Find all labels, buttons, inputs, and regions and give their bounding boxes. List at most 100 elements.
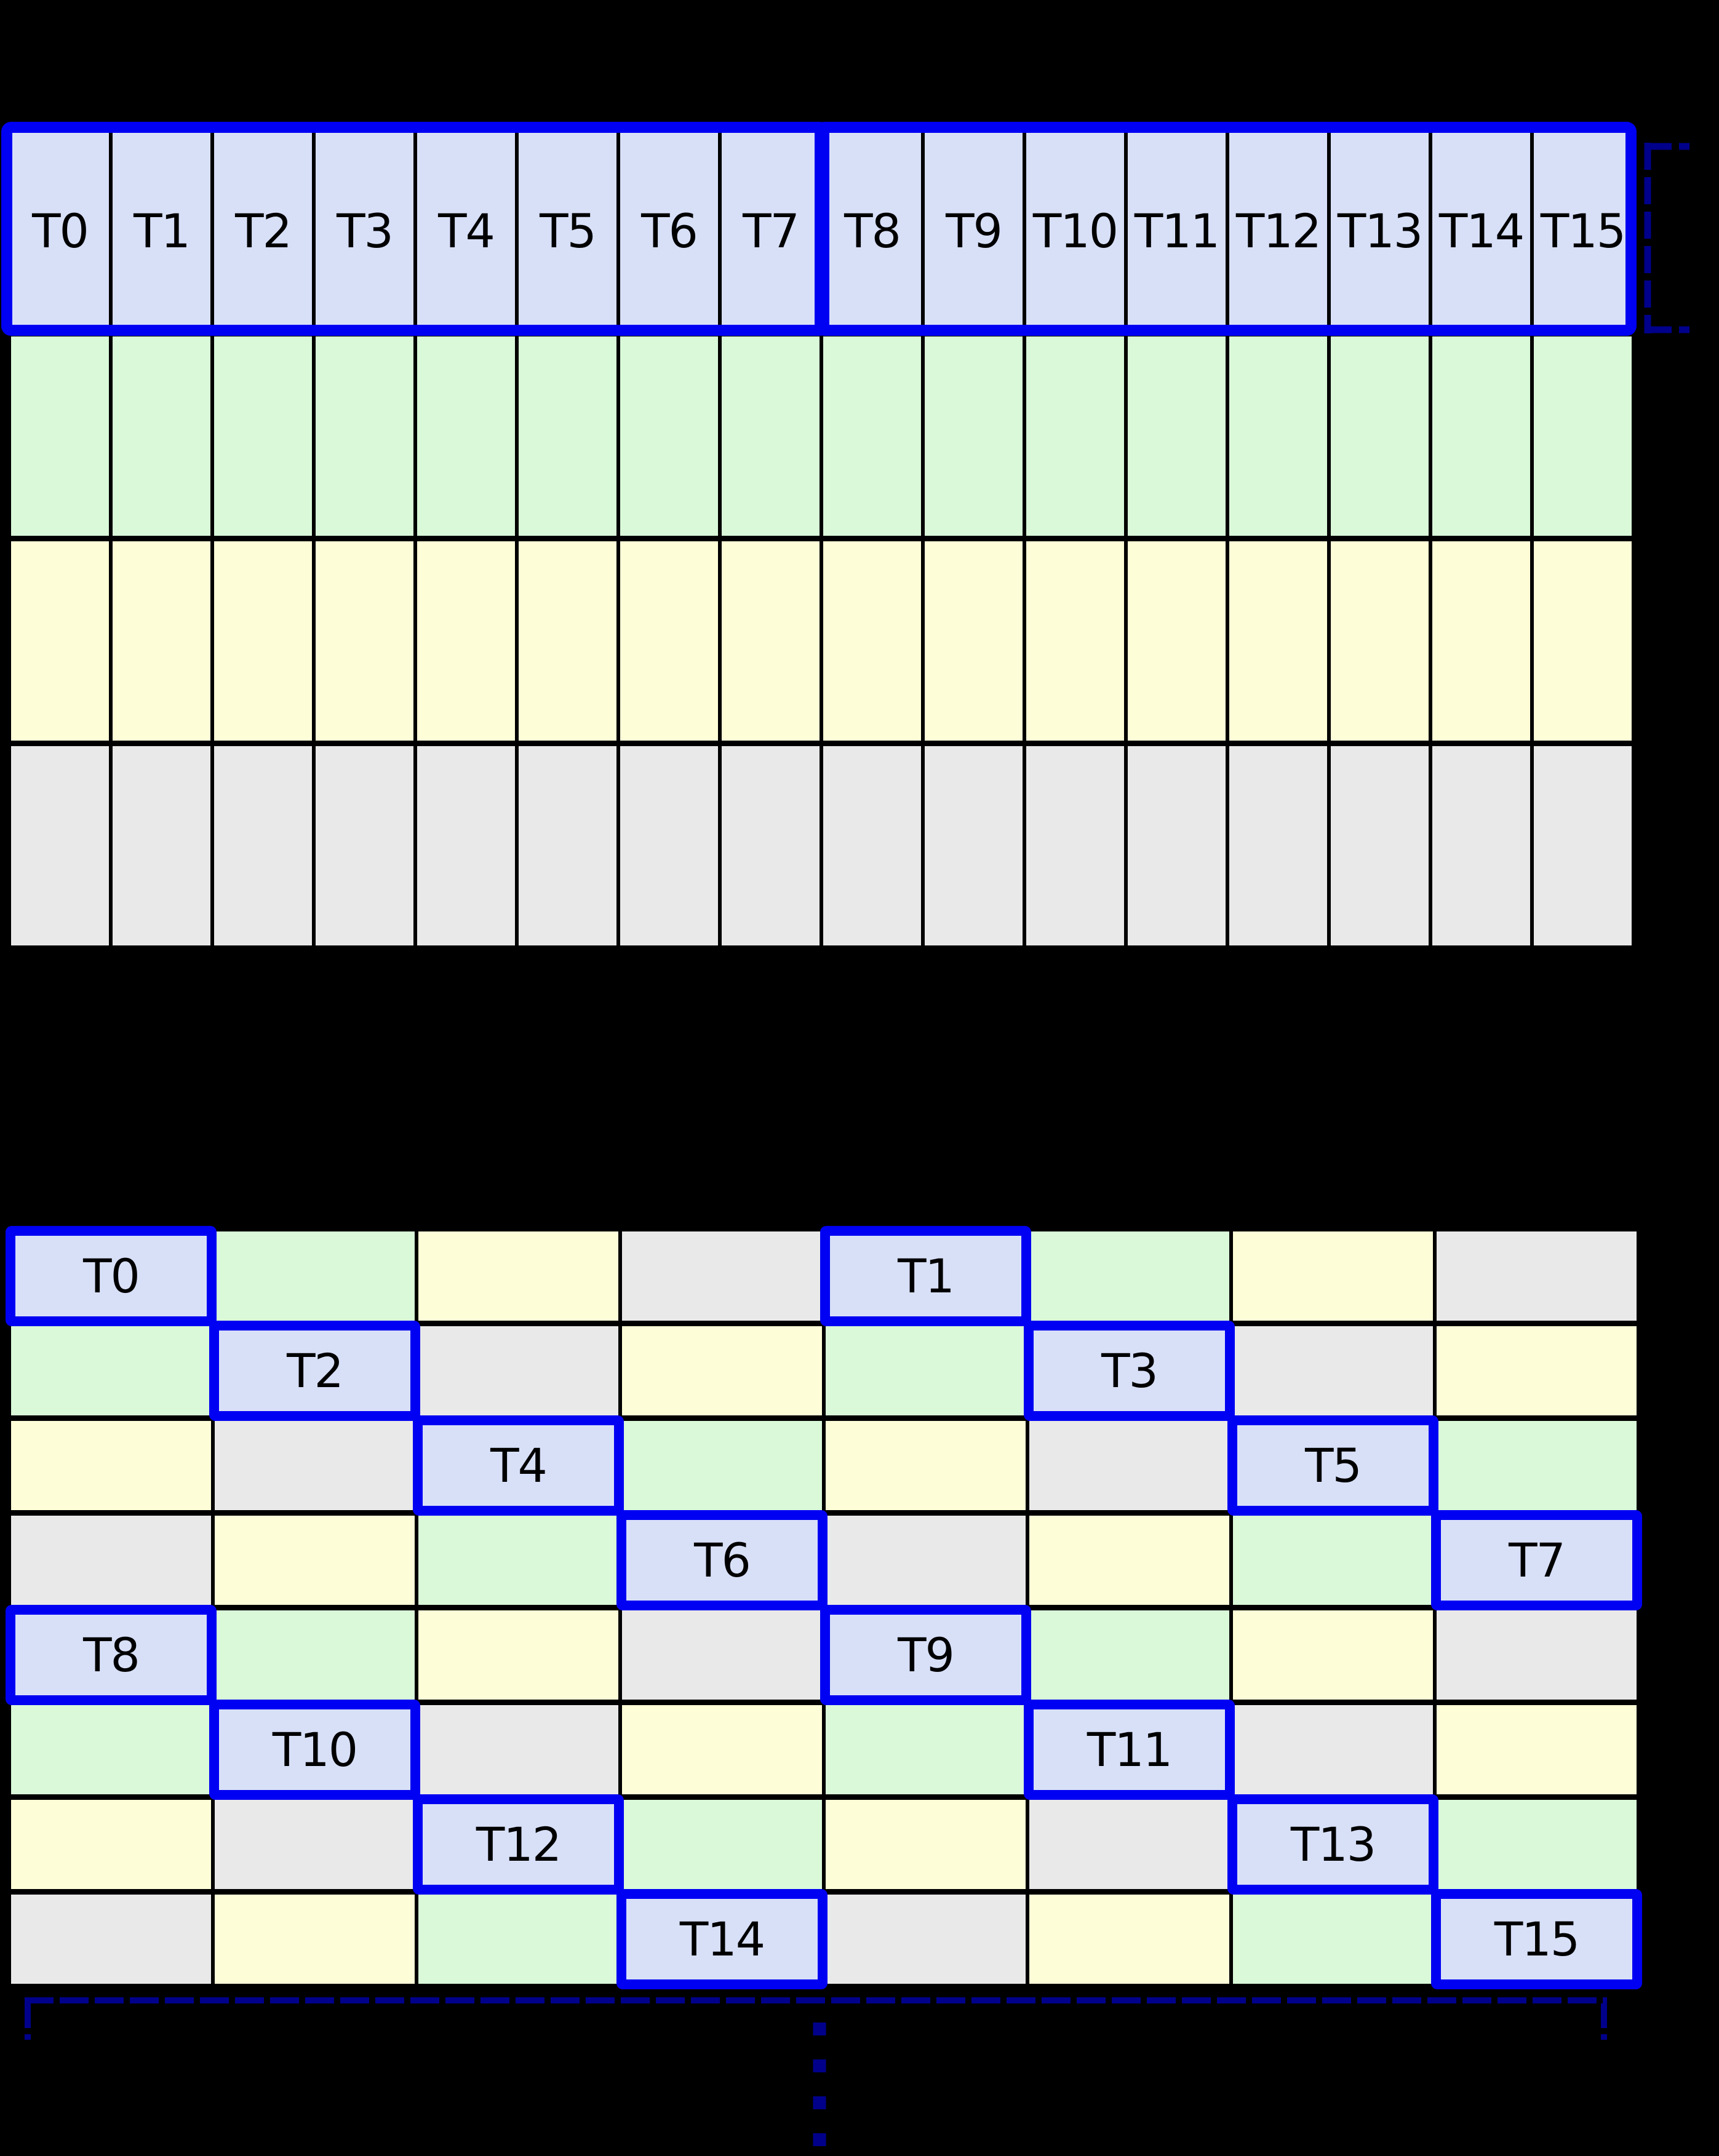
memory-cell bbox=[1233, 1516, 1433, 1605]
memory-cell bbox=[1128, 336, 1226, 536]
thread-cell-T2: T2 bbox=[209, 1321, 420, 1421]
thread-cell-T6: T6 bbox=[616, 1510, 828, 1610]
permuted-access-grid: T0 T1 T2 T3 T4 T5 T6 T7 T8 T9 T10 T11 T12 T13 T14 T15 bbox=[6, 1226, 1642, 1989]
memory-cell bbox=[1229, 541, 1327, 741]
memory-cell bbox=[925, 746, 1023, 945]
thread-label: T6 bbox=[694, 1532, 751, 1588]
memory-cell bbox=[1026, 336, 1124, 536]
thread-label: T10 bbox=[1032, 204, 1119, 258]
memory-cell bbox=[316, 336, 413, 536]
thread-cell-T10: T10 bbox=[1026, 132, 1124, 331]
memory-cell bbox=[823, 336, 921, 536]
thread-cell-T3: T3 bbox=[316, 132, 413, 331]
memory-cell bbox=[1437, 1326, 1637, 1415]
thread-cell-T15: T15 bbox=[1534, 132, 1632, 331]
thread-label: T12 bbox=[1235, 204, 1322, 258]
memory-cell bbox=[417, 746, 515, 945]
thread-cell-T6: T6 bbox=[620, 132, 718, 331]
memory-cell bbox=[418, 1231, 618, 1321]
memory-cell bbox=[214, 746, 312, 945]
thread-cell-T12: T12 bbox=[413, 1794, 624, 1895]
thread-cell-T11: T11 bbox=[1024, 1700, 1235, 1800]
memory-cell bbox=[1437, 1421, 1637, 1510]
thread-cell-T13: T13 bbox=[1331, 132, 1429, 331]
thread-label: T3 bbox=[337, 204, 394, 258]
memory-cell bbox=[215, 1610, 415, 1700]
thread-cell-T4: T4 bbox=[417, 132, 515, 331]
thread-cell-T5: T5 bbox=[1227, 1415, 1438, 1516]
thread-label: T2 bbox=[235, 204, 292, 258]
memory-cell bbox=[925, 541, 1023, 741]
memory-cell bbox=[1029, 1800, 1229, 1889]
memory-cell bbox=[215, 1231, 415, 1321]
memory-cell bbox=[620, 541, 718, 741]
memory-cell bbox=[417, 336, 515, 536]
memory-cell bbox=[1437, 1231, 1637, 1321]
thread-cell-T15: T15 bbox=[1431, 1889, 1642, 1989]
memory-cell bbox=[11, 541, 109, 741]
memory-cell bbox=[1534, 336, 1632, 536]
memory-cell bbox=[214, 336, 312, 536]
thread-cell-T12: T12 bbox=[1229, 132, 1327, 331]
thread-cell-T7: T7 bbox=[722, 132, 820, 331]
memory-cell bbox=[826, 1895, 1026, 1984]
memory-cell bbox=[1029, 1421, 1229, 1510]
thread-label: T2 bbox=[287, 1343, 344, 1398]
memory-cell bbox=[418, 1610, 618, 1700]
thread-label: T7 bbox=[743, 204, 800, 258]
memory-cell bbox=[1229, 746, 1327, 945]
memory-cell bbox=[1233, 1326, 1433, 1415]
memory-cell bbox=[1026, 746, 1124, 945]
memory-cell bbox=[1534, 541, 1632, 741]
memory-cell bbox=[1432, 336, 1530, 536]
memory-cell bbox=[519, 746, 616, 945]
thread-label: T14 bbox=[1438, 204, 1525, 258]
thread-cell-T3: T3 bbox=[1024, 1321, 1235, 1421]
memory-cell bbox=[417, 541, 515, 741]
memory-cell bbox=[316, 746, 413, 945]
thread-cell-T1: T1 bbox=[113, 132, 210, 331]
memory-cell bbox=[1432, 541, 1530, 741]
thread-label: T1 bbox=[134, 204, 191, 258]
thread-label: T7 bbox=[1509, 1532, 1566, 1588]
memory-cell bbox=[1432, 746, 1530, 945]
thread-label: T8 bbox=[844, 204, 901, 258]
memory-cell bbox=[214, 541, 312, 741]
memory-cell bbox=[823, 541, 921, 741]
thread-cell-T13: T13 bbox=[1227, 1794, 1438, 1895]
thread-label: T3 bbox=[1101, 1343, 1159, 1398]
thread-label: T14 bbox=[679, 1911, 765, 1967]
thread-cell-T0: T0 bbox=[11, 132, 109, 331]
memory-cell bbox=[925, 336, 1023, 536]
memory-cell bbox=[1233, 1705, 1433, 1794]
thread-label: T4 bbox=[438, 204, 495, 258]
thread-label: T0 bbox=[32, 204, 89, 258]
memory-cell bbox=[1029, 1231, 1229, 1321]
thread-label: T11 bbox=[1134, 204, 1220, 258]
memory-cell bbox=[11, 746, 109, 945]
thread-label: T15 bbox=[1540, 204, 1626, 258]
memory-cell bbox=[826, 1800, 1026, 1889]
memory-cell bbox=[1437, 1800, 1637, 1889]
thread-label: T15 bbox=[1494, 1911, 1580, 1967]
memory-cell bbox=[215, 1895, 415, 1984]
memory-cell bbox=[11, 1800, 211, 1889]
memory-cell bbox=[1437, 1610, 1637, 1700]
thread-cell-T1: T1 bbox=[820, 1226, 1031, 1326]
memory-cell bbox=[1029, 1610, 1229, 1700]
thread-label: T5 bbox=[540, 204, 597, 258]
thread-cell-T11: T11 bbox=[1128, 132, 1226, 331]
thread-label: T0 bbox=[83, 1248, 140, 1303]
memory-cell bbox=[1128, 541, 1226, 741]
memory-cell bbox=[722, 746, 820, 945]
memory-cell bbox=[215, 1516, 415, 1605]
thread-label: T1 bbox=[898, 1248, 955, 1303]
memory-cell bbox=[113, 336, 210, 536]
thread-cell-T4: T4 bbox=[413, 1415, 624, 1516]
coalesced-access-grid: T0 T1 T2 T3 T4 T5 T6 T7 T8 T9 T10 T11 T12 T13 T14 T15 bbox=[7, 128, 1635, 949]
thread-cell-T5: T5 bbox=[519, 132, 616, 331]
memory-cell bbox=[622, 1800, 822, 1889]
thread-cell-T7: T7 bbox=[1431, 1510, 1642, 1610]
memory-cell bbox=[316, 541, 413, 741]
memory-cell bbox=[11, 1895, 211, 1984]
